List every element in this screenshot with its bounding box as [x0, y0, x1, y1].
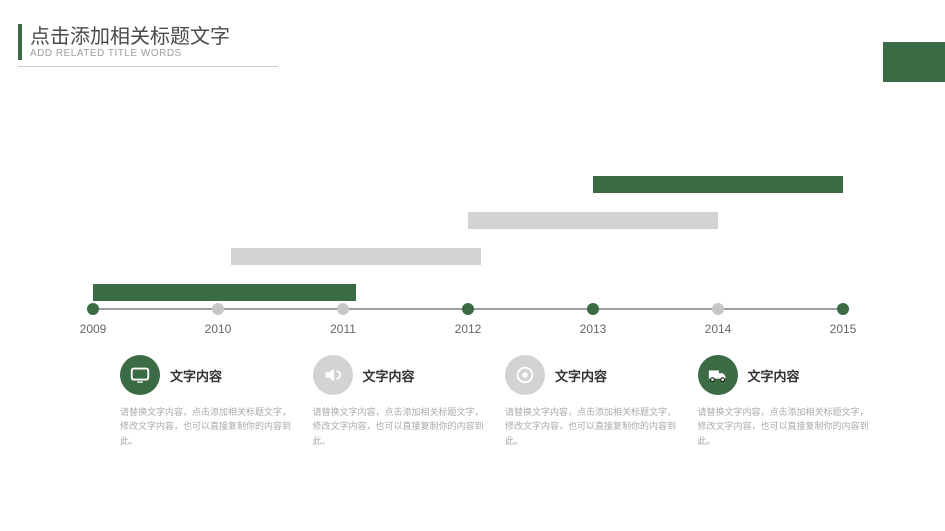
content-item: 文字内容请替换文字内容，点击添加相关标题文字，修改文字内容，也可以直接复制你的内… — [505, 355, 688, 448]
title-cn: 点击添加相关标题文字 — [30, 20, 230, 49]
gantt-bar — [93, 284, 356, 301]
item-description: 请替换文字内容，点击添加相关标题文字，修改文字内容，也可以直接复制你的内容到此。 — [313, 405, 496, 448]
accent-bar — [18, 24, 22, 60]
timeline-dot — [837, 303, 849, 315]
gantt-bar — [231, 248, 481, 265]
tv-icon — [120, 355, 160, 395]
timeline-dot — [87, 303, 99, 315]
item-title: 文字内容 — [748, 366, 800, 385]
target-icon — [505, 355, 545, 395]
title-en: ADD RELATED TITLE WORDS — [30, 48, 182, 59]
gantt-bar — [593, 176, 843, 193]
timeline-dot — [212, 303, 224, 315]
corner-block — [883, 42, 945, 82]
timeline-dot — [337, 303, 349, 315]
content-item: 文字内容请替换文字内容，点击添加相关标题文字，修改文字内容，也可以直接复制你的内… — [698, 355, 881, 448]
year-label: 2010 — [205, 322, 232, 336]
sound-icon — [313, 355, 353, 395]
title-underline — [18, 66, 278, 67]
timeline-dot — [712, 303, 724, 315]
gantt-bar — [468, 212, 718, 229]
year-label: 2015 — [830, 322, 857, 336]
year-label: 2011 — [330, 322, 356, 336]
item-title: 文字内容 — [363, 366, 415, 385]
timeline-dot — [587, 303, 599, 315]
year-label: 2014 — [705, 322, 732, 336]
gantt-chart — [93, 150, 843, 320]
year-label: 2012 — [455, 322, 482, 336]
content-item: 文字内容请替换文字内容，点击添加相关标题文字，修改文字内容，也可以直接复制你的内… — [313, 355, 496, 448]
item-description: 请替换文字内容，点击添加相关标题文字，修改文字内容，也可以直接复制你的内容到此。 — [120, 405, 303, 448]
item-title: 文字内容 — [555, 366, 607, 385]
item-description: 请替换文字内容，点击添加相关标题文字，修改文字内容，也可以直接复制你的内容到此。 — [698, 405, 881, 448]
timeline-dot — [462, 303, 474, 315]
item-title: 文字内容 — [170, 366, 222, 385]
year-label: 2013 — [580, 322, 607, 336]
year-label: 2009 — [80, 322, 107, 336]
truck-icon — [698, 355, 738, 395]
content-items: 文字内容请替换文字内容，点击添加相关标题文字，修改文字内容，也可以直接复制你的内… — [120, 355, 880, 448]
item-description: 请替换文字内容，点击添加相关标题文字，修改文字内容，也可以直接复制你的内容到此。 — [505, 405, 688, 448]
content-item: 文字内容请替换文字内容，点击添加相关标题文字，修改文字内容，也可以直接复制你的内… — [120, 355, 303, 448]
